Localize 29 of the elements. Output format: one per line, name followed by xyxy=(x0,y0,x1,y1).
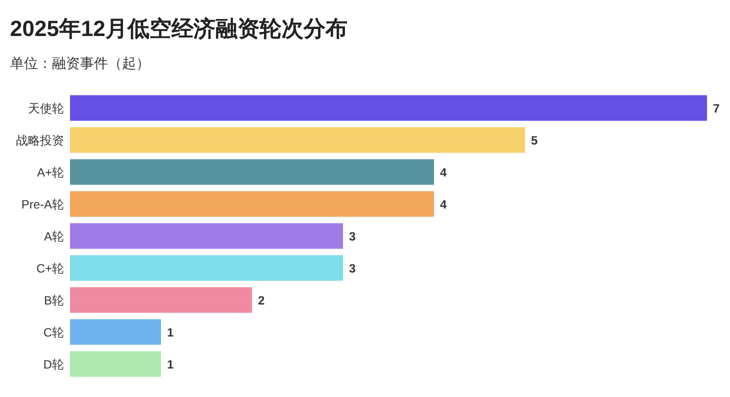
y-tick-label: B轮 xyxy=(44,294,64,308)
data-label: 1 xyxy=(167,326,174,340)
data-label: 3 xyxy=(349,262,356,276)
bar xyxy=(70,319,161,345)
y-tick-label: A+轮 xyxy=(36,166,64,180)
bar xyxy=(70,95,707,121)
y-tick-label: D轮 xyxy=(43,358,64,372)
data-label: 4 xyxy=(440,198,447,212)
y-tick-label: A轮 xyxy=(44,230,64,244)
y-tick-label: 天使轮 xyxy=(28,102,64,116)
chart-subtitle: 单位：融资事件（起） xyxy=(10,55,150,71)
y-tick-label: C轮 xyxy=(43,326,64,340)
y-tick-label: C+轮 xyxy=(36,262,64,276)
data-label: 1 xyxy=(167,358,174,372)
bar xyxy=(70,351,161,377)
data-label: 5 xyxy=(531,134,538,148)
bar xyxy=(70,191,434,217)
data-label: 3 xyxy=(349,230,356,244)
data-label: 7 xyxy=(713,102,720,116)
bar xyxy=(70,159,434,185)
bar xyxy=(70,223,343,249)
data-label: 4 xyxy=(440,166,447,180)
y-tick-label: 战略投资 xyxy=(16,134,64,148)
y-tick-label: Pre-A轮 xyxy=(21,198,64,212)
bar xyxy=(70,255,343,281)
data-label: 2 xyxy=(258,294,265,308)
bar xyxy=(70,127,525,153)
chart-title: 2025年12月低空经济融资轮次分布 xyxy=(10,16,348,41)
bar xyxy=(70,287,252,313)
